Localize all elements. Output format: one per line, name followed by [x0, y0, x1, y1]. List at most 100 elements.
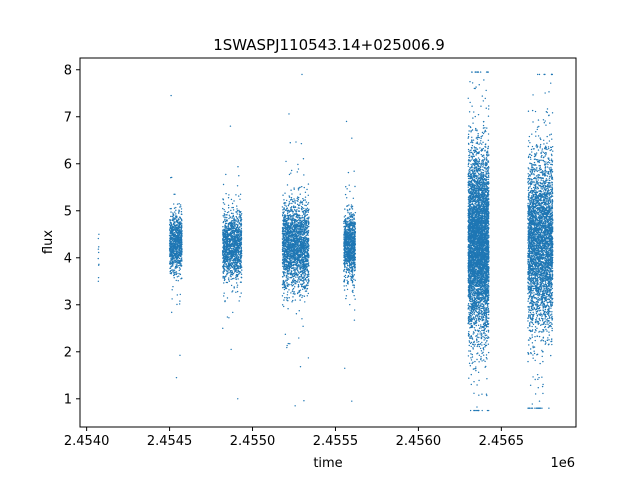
data-point	[223, 238, 225, 241]
data-point	[222, 229, 224, 232]
data-point	[230, 348, 232, 351]
data-point	[304, 225, 307, 227]
data-point	[179, 231, 182, 234]
data-point	[285, 253, 287, 256]
data-point	[301, 244, 303, 246]
data-point	[224, 278, 226, 281]
data-point	[240, 223, 242, 225]
data-point	[172, 250, 174, 252]
data-point	[225, 239, 228, 241]
data-point	[240, 242, 243, 244]
data-point	[289, 259, 292, 261]
data-point	[284, 250, 286, 253]
data-point	[222, 261, 224, 264]
data-point	[353, 278, 355, 281]
data-point	[240, 264, 242, 266]
data-point	[300, 270, 303, 272]
data-point	[294, 270, 296, 273]
data-point	[306, 214, 309, 216]
data-point	[289, 231, 291, 234]
data-point	[178, 253, 181, 255]
data-point	[281, 232, 284, 235]
data-point	[240, 237, 242, 239]
data-point	[282, 250, 285, 252]
data-point	[306, 275, 309, 277]
data-point	[171, 251, 173, 253]
data-point	[228, 280, 231, 282]
data-point	[293, 266, 295, 269]
data-point	[175, 263, 178, 265]
data-point	[307, 253, 310, 255]
data-point	[284, 192, 286, 194]
data-point	[283, 259, 286, 261]
data-point	[171, 255, 173, 257]
data-point	[226, 270, 228, 273]
data-point	[233, 240, 236, 243]
data-point	[233, 262, 235, 265]
data-point	[288, 113, 290, 115]
data-point	[179, 293, 181, 296]
data-point	[304, 196, 307, 198]
data-point	[230, 233, 233, 235]
data-point	[302, 279, 305, 281]
data-point	[240, 249, 243, 252]
data-point	[238, 213, 241, 216]
data-point	[302, 249, 305, 251]
data-point	[176, 229, 178, 231]
data-point	[173, 218, 176, 220]
data-point	[169, 254, 171, 257]
data-point	[289, 218, 291, 221]
data-point	[229, 231, 232, 234]
data-point	[222, 260, 225, 262]
data-point	[231, 219, 233, 222]
data-point	[225, 214, 227, 216]
data-point	[175, 206, 177, 209]
data-point	[296, 217, 299, 219]
data-point	[300, 263, 302, 265]
data-point	[305, 204, 307, 207]
data-point	[285, 232, 287, 234]
data-point	[226, 316, 229, 318]
data-point	[287, 273, 289, 275]
data-point	[175, 230, 177, 232]
data-point	[286, 207, 288, 210]
data-point	[231, 225, 233, 227]
data-point	[240, 266, 243, 268]
data-point	[236, 245, 239, 247]
data-point	[289, 213, 291, 216]
data-point	[171, 231, 174, 233]
data-point	[169, 224, 171, 226]
data-point	[233, 271, 236, 273]
data-point	[284, 333, 287, 336]
data-point	[228, 239, 231, 242]
data-point	[222, 235, 225, 238]
data-point	[239, 217, 241, 219]
data-point	[283, 208, 285, 211]
data-point	[300, 208, 303, 210]
data-point	[298, 281, 301, 283]
data-point	[237, 253, 240, 255]
data-point	[292, 237, 294, 240]
data-point	[180, 244, 183, 247]
data-point	[170, 273, 172, 275]
data-point	[178, 210, 181, 212]
data-point	[232, 209, 235, 211]
data-point	[238, 223, 240, 225]
data-point	[176, 233, 179, 235]
data-point	[170, 215, 172, 218]
data-point	[286, 291, 289, 293]
data-point	[301, 295, 304, 297]
data-point	[284, 226, 286, 228]
data-point	[288, 289, 290, 291]
data-point	[307, 256, 309, 259]
data-point	[306, 227, 309, 229]
data-point	[172, 274, 175, 277]
data-point	[302, 239, 305, 241]
data-point	[226, 297, 229, 299]
data-point	[308, 208, 310, 211]
data-point	[98, 233, 100, 235]
data-point	[230, 249, 233, 251]
data-point	[176, 261, 178, 264]
data-point	[298, 254, 300, 257]
data-point	[292, 264, 295, 267]
